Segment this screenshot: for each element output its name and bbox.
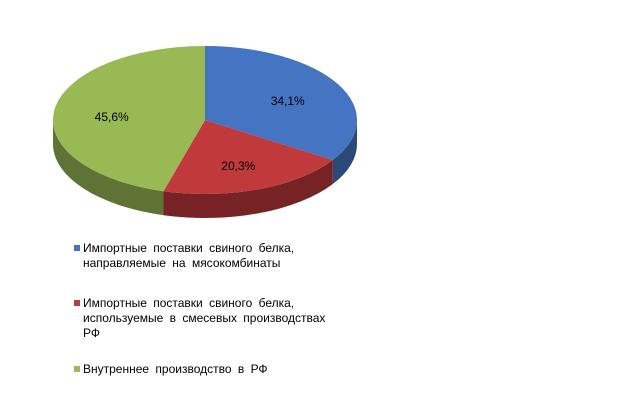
legend-entry: Импортные поставки свиного белка, исполь… [74, 296, 333, 341]
pie-slice [205, 46, 357, 161]
legend-swatch [74, 245, 80, 251]
pie-slice-side [53, 120, 164, 216]
data-label: 45,6% [95, 110, 129, 124]
legend-label: Импортные поставки свиного белка, исполь… [83, 296, 326, 340]
legend-swatch [74, 300, 80, 306]
pie-slice-side [163, 160, 333, 218]
legend-entry: Внутреннее производство в РФ [74, 362, 333, 377]
legend-label: Импортные поставки свиного белка, направ… [83, 241, 295, 270]
legend-entry: Импортные поставки свиного белка, направ… [74, 241, 333, 271]
pie-slice-side [332, 120, 357, 185]
legend-swatch [74, 366, 80, 372]
pie-slice [163, 120, 333, 194]
pie-slice [52, 46, 206, 192]
legend-label: Внутреннее производство в РФ [83, 362, 268, 376]
data-label: 34,1% [271, 94, 305, 108]
data-label: 20,3% [221, 159, 255, 173]
